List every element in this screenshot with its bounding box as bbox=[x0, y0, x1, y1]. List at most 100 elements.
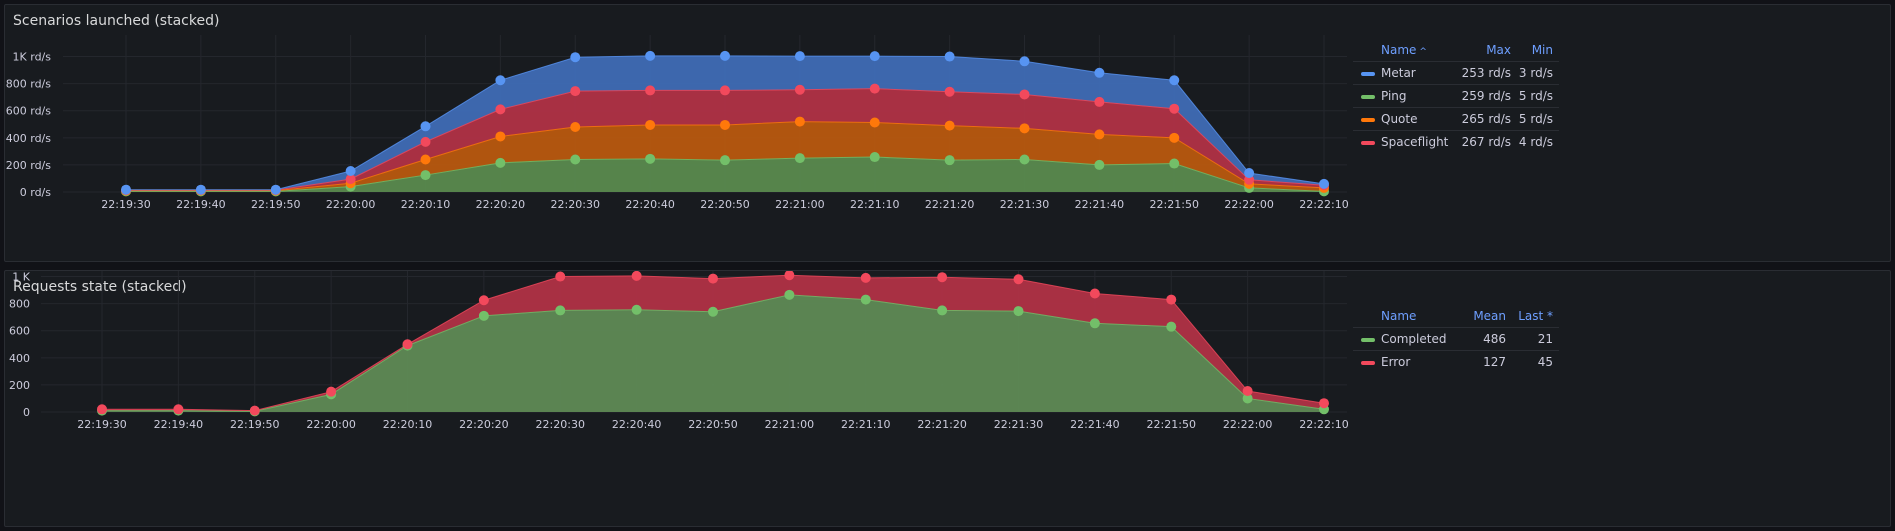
point-spaceflight[interactable] bbox=[345, 174, 356, 185]
point-spaceflight[interactable] bbox=[1019, 89, 1030, 100]
point-ping[interactable] bbox=[794, 153, 805, 164]
point-metar[interactable] bbox=[944, 51, 955, 62]
legend-series-label: Error bbox=[1381, 355, 1411, 369]
point-quote[interactable] bbox=[570, 121, 581, 132]
point-error[interactable] bbox=[402, 339, 413, 350]
point-spaceflight[interactable] bbox=[420, 136, 431, 147]
requests-chart[interactable]: 0 200 400 600 800 1 K 22:19:30 22:19:40 22:19:50… bbox=[5, 271, 1350, 528]
point-metar[interactable] bbox=[420, 121, 431, 132]
point-spaceflight[interactable] bbox=[869, 83, 880, 94]
point-error[interactable] bbox=[173, 404, 184, 415]
point-spaceflight[interactable] bbox=[1169, 103, 1180, 114]
point-completed[interactable] bbox=[478, 310, 489, 321]
legend-header-max[interactable]: Max bbox=[1486, 43, 1512, 57]
point-metar[interactable] bbox=[720, 50, 730, 61]
point-ping[interactable] bbox=[944, 155, 955, 166]
point-metar[interactable] bbox=[1094, 67, 1105, 78]
point-completed[interactable] bbox=[708, 306, 718, 317]
point-metar[interactable] bbox=[270, 184, 281, 195]
point-quote[interactable] bbox=[495, 131, 506, 142]
point-spaceflight[interactable] bbox=[570, 86, 581, 97]
point-spaceflight[interactable] bbox=[1094, 96, 1105, 107]
point-completed[interactable] bbox=[860, 294, 871, 305]
point-spaceflight[interactable] bbox=[645, 85, 656, 96]
point-metar[interactable] bbox=[345, 166, 356, 177]
point-completed[interactable] bbox=[1166, 321, 1177, 332]
legend-series-label: Completed bbox=[1381, 332, 1447, 346]
legend-row-error[interactable]: Error 127 45 bbox=[1353, 350, 1559, 373]
x-tick-label: 22:20:30 bbox=[551, 198, 600, 211]
point-completed[interactable] bbox=[555, 305, 566, 316]
scenarios-chart[interactable]: 0 rd/s 200 rd/s 400 rd/s 600 rd/s 800 rd/s 1K… bbox=[5, 5, 1350, 263]
point-metar[interactable] bbox=[121, 184, 131, 195]
point-ping[interactable] bbox=[570, 154, 581, 165]
point-error[interactable] bbox=[1166, 294, 1177, 305]
legend-row-quote[interactable]: Quote 265 rd/s 5 rd/s bbox=[1353, 107, 1559, 131]
legend-header-min[interactable]: Min bbox=[1531, 43, 1553, 57]
point-ping[interactable] bbox=[495, 157, 506, 168]
legend-row-completed[interactable]: Completed 486 21 bbox=[1353, 327, 1559, 351]
point-ping[interactable] bbox=[645, 153, 656, 164]
point-quote[interactable] bbox=[944, 120, 955, 131]
legend-header-last[interactable]: Last * bbox=[1518, 309, 1553, 323]
point-spaceflight[interactable] bbox=[944, 86, 955, 97]
point-error[interactable] bbox=[478, 295, 489, 306]
point-ping[interactable] bbox=[869, 152, 880, 163]
legend-header-mean[interactable]: Mean bbox=[1473, 309, 1507, 323]
point-ping[interactable] bbox=[1019, 154, 1030, 165]
point-completed[interactable] bbox=[1242, 393, 1253, 404]
legend-header-name[interactable]: Name bbox=[1381, 309, 1417, 323]
point-spaceflight[interactable] bbox=[794, 84, 805, 95]
point-metar[interactable] bbox=[645, 50, 656, 61]
legend-row-ping[interactable]: Ping 259 rd/s 5 rd/s bbox=[1353, 84, 1559, 108]
point-metar[interactable] bbox=[1169, 75, 1180, 86]
point-error[interactable] bbox=[860, 272, 871, 283]
point-metar[interactable] bbox=[1319, 178, 1329, 189]
point-metar[interactable] bbox=[1019, 56, 1030, 67]
point-ping[interactable] bbox=[1094, 159, 1105, 170]
point-quote[interactable] bbox=[420, 154, 431, 165]
point-ping[interactable] bbox=[1169, 158, 1180, 169]
point-error[interactable] bbox=[326, 386, 337, 397]
point-ping[interactable] bbox=[720, 155, 730, 166]
point-error[interactable] bbox=[249, 405, 260, 416]
point-error[interactable] bbox=[631, 271, 642, 281]
point-completed[interactable] bbox=[631, 304, 642, 315]
point-error[interactable] bbox=[1089, 288, 1100, 299]
point-quote[interactable] bbox=[720, 119, 730, 130]
point-quote[interactable] bbox=[794, 116, 805, 127]
point-quote[interactable] bbox=[869, 117, 880, 128]
legend-row-spaceflight[interactable]: Spaceflight 267 rd/s 4 rd/s bbox=[1353, 130, 1559, 153]
point-quote[interactable] bbox=[1019, 123, 1030, 134]
point-error[interactable] bbox=[784, 271, 795, 281]
point-completed[interactable] bbox=[784, 289, 795, 300]
point-metar[interactable] bbox=[794, 51, 805, 62]
point-error[interactable] bbox=[708, 273, 718, 284]
point-completed[interactable] bbox=[1013, 306, 1024, 317]
point-error[interactable] bbox=[937, 272, 948, 283]
point-quote[interactable] bbox=[1094, 129, 1105, 140]
point-metar[interactable] bbox=[869, 51, 880, 62]
y-tick-label: 0 rd/s bbox=[20, 186, 52, 199]
point-spaceflight[interactable] bbox=[720, 85, 730, 96]
x-tick-label: 22:21:10 bbox=[850, 198, 899, 211]
point-ping[interactable] bbox=[420, 170, 431, 181]
point-completed[interactable] bbox=[937, 305, 948, 316]
point-error[interactable] bbox=[1013, 274, 1024, 285]
legend-header-name[interactable]: Name ^ bbox=[1381, 43, 1427, 57]
point-metar[interactable] bbox=[570, 52, 581, 63]
point-error[interactable] bbox=[1319, 398, 1329, 409]
legend-row-metar[interactable]: Metar 253 rd/s 3 rd/s bbox=[1353, 61, 1559, 85]
legend-value: 265 rd/s bbox=[1459, 107, 1518, 131]
point-spaceflight[interactable] bbox=[495, 104, 506, 115]
point-error[interactable] bbox=[1242, 386, 1253, 397]
point-error[interactable] bbox=[97, 404, 107, 415]
point-completed[interactable] bbox=[1089, 318, 1100, 329]
point-quote[interactable] bbox=[645, 119, 656, 130]
point-error[interactable] bbox=[555, 271, 566, 282]
point-metar[interactable] bbox=[1244, 168, 1255, 179]
point-metar[interactable] bbox=[195, 184, 206, 195]
requests-legend: Name Mean Last * Completed 486 21 Error 127 4… bbox=[1353, 305, 1559, 373]
point-quote[interactable] bbox=[1169, 132, 1180, 143]
point-metar[interactable] bbox=[495, 75, 506, 86]
